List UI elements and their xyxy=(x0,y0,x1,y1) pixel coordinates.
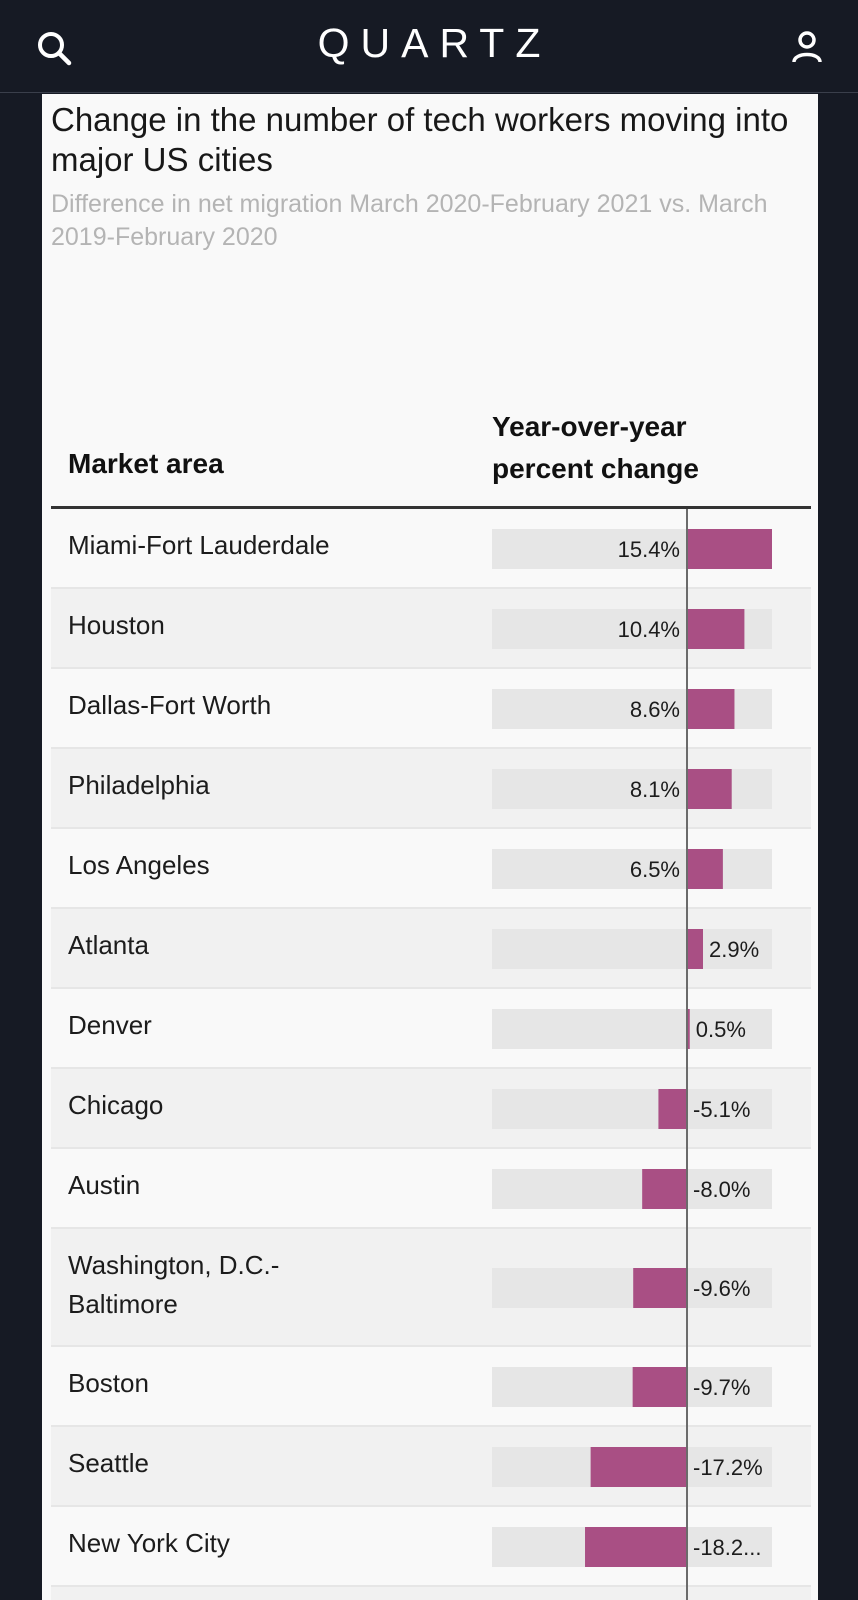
bar-track: 15.4% xyxy=(492,529,772,569)
bar-track: -34.8% xyxy=(51,1587,811,1600)
table-row: Seattle -17.2% xyxy=(51,1427,811,1507)
bar-track: 6.5% xyxy=(492,849,772,889)
top-navigation-bar: QUARTZ xyxy=(0,0,858,93)
row-market-label: Houston xyxy=(68,610,165,640)
bar xyxy=(687,849,723,889)
table-row: San Francisco Bay Area-34.8% xyxy=(51,1587,811,1600)
bar-track: 0.5% xyxy=(492,1009,772,1049)
table-row: Dallas-Fort Worth 8.6% xyxy=(51,669,811,749)
table-row: Austin -8.0% xyxy=(51,1149,811,1229)
table-row: Philadelphia 8.1% xyxy=(51,749,811,829)
bar xyxy=(585,1527,687,1567)
bar-value-label: -17.2% xyxy=(693,1455,763,1480)
bar-value-label: 0.5% xyxy=(696,1017,746,1042)
row-market-label: Dallas-Fort Worth xyxy=(68,690,272,720)
bar-value-label: 15.4% xyxy=(618,537,680,562)
chart-subtitle: Difference in net migration March 2020-F… xyxy=(51,190,768,251)
bar-value-label: 8.1% xyxy=(630,777,680,802)
column-header-percent-change: Year-over-year percent change xyxy=(492,411,699,484)
chart-card: Change in the number of tech workers mov… xyxy=(42,94,818,1600)
bar xyxy=(687,609,745,649)
bar-value-label: 6.5% xyxy=(630,857,680,882)
bar xyxy=(590,1447,687,1487)
table-row: Chicago -5.1% xyxy=(51,1069,811,1149)
bar-track: -18.2... xyxy=(492,1527,772,1567)
quartz-logo[interactable]: QUARTZ xyxy=(317,20,552,66)
table-row: Los Angeles 6.5% xyxy=(51,829,811,909)
bar-background xyxy=(492,1009,772,1049)
zero-axis-line xyxy=(686,509,688,1600)
user-icon[interactable] xyxy=(790,28,824,68)
bar xyxy=(658,1089,687,1129)
bar-background xyxy=(492,1089,772,1129)
bar xyxy=(632,1367,687,1407)
header-divider xyxy=(51,506,811,509)
row-market-label: New York City xyxy=(68,1528,230,1558)
bar-track: -17.2% xyxy=(492,1447,772,1487)
bar xyxy=(687,689,735,729)
column-header-market-area: Market area xyxy=(68,448,224,479)
bar-track: 2.9% xyxy=(492,929,772,969)
bar-track: 8.1% xyxy=(492,769,772,809)
bar-background xyxy=(492,849,772,889)
table-row: Miami-Fort Lauderdale 15.4% xyxy=(51,509,811,589)
table-row: Boston -9.7% xyxy=(51,1347,811,1427)
chart-table: Market area Year-over-year percent chang… xyxy=(51,300,811,1600)
row-market-label: Los Angeles xyxy=(68,850,210,880)
row-market-label: Denver xyxy=(68,1010,152,1040)
table-row: Atlanta 2.9% xyxy=(51,909,811,989)
row-market-label: Atlanta xyxy=(68,930,149,960)
bar-track: 10.4% xyxy=(492,609,772,649)
row-market-label: Seattle xyxy=(68,1448,149,1478)
bar-background xyxy=(492,929,772,969)
bar-background xyxy=(492,1367,772,1407)
bar xyxy=(687,1009,690,1049)
bar xyxy=(633,1268,687,1308)
search-icon[interactable] xyxy=(36,30,74,68)
table-row: New York City -18.2... xyxy=(51,1507,811,1587)
bar-value-label: 8.6% xyxy=(630,697,680,722)
bar-background xyxy=(492,1268,772,1308)
bar xyxy=(687,929,704,969)
bar-value-label: 2.9% xyxy=(709,937,759,962)
bar-value-label: -18.2... xyxy=(693,1535,761,1560)
bar-background xyxy=(492,1169,772,1209)
bar-value-label: -9.7% xyxy=(693,1375,750,1400)
chart-title: Change in the number of tech workers mov… xyxy=(51,101,789,178)
row-market-label: Washington, D.C.-Baltimore xyxy=(68,1250,280,1319)
bar-track: -9.7% xyxy=(492,1367,772,1407)
row-market-label: Austin xyxy=(68,1170,141,1200)
bar-value-label: -9.6% xyxy=(693,1276,750,1301)
row-market-label: Philadelphia xyxy=(68,770,210,800)
bar-value-label: -8.0% xyxy=(693,1177,750,1202)
row-market-label: Miami-Fort Lauderdale xyxy=(68,530,330,560)
table-row: Washington, D.C.-Baltimore -9.6% xyxy=(51,1229,811,1347)
bar-value-label: -5.1% xyxy=(693,1097,750,1122)
bar-track: 8.6% xyxy=(492,689,772,729)
row-market-label: Chicago xyxy=(68,1090,164,1120)
table-row: Houston 10.4% xyxy=(51,589,811,669)
bar-track: -8.0% xyxy=(492,1169,772,1209)
bar-track: -5.1% xyxy=(492,1089,772,1129)
bar xyxy=(687,529,772,569)
bar-track: -9.6% xyxy=(492,1268,772,1308)
row-market-label: Boston xyxy=(68,1368,149,1398)
bar xyxy=(687,769,732,809)
bar-value-label: 10.4% xyxy=(618,617,680,642)
bar xyxy=(642,1169,687,1209)
table-row: Denver 0.5% xyxy=(51,989,811,1069)
